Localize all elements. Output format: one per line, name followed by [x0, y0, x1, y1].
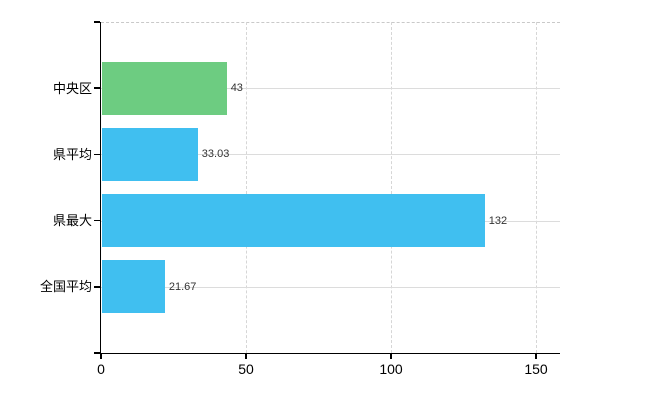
- y-axis-tick: [93, 153, 100, 156]
- category-label: 全国平均: [39, 279, 92, 295]
- y-axis-tick: [93, 21, 100, 23]
- category-label: 県最大: [52, 213, 92, 229]
- x-axis-tick: [245, 353, 247, 359]
- horizontal-gridline: [101, 286, 560, 288]
- bar: [102, 127, 198, 181]
- bar: [102, 61, 227, 115]
- bar: [102, 260, 165, 314]
- x-axis-tick: [390, 353, 392, 359]
- vertical-gridline: [391, 22, 392, 353]
- x-axis-tick: [535, 353, 537, 359]
- y-axis-tick: [93, 87, 100, 89]
- y-axis-tick: [93, 352, 100, 354]
- bar-value-label: 132: [488, 214, 508, 227]
- x-axis-tick-label: 0: [97, 361, 105, 377]
- bar-value-label: 21.67: [168, 280, 197, 293]
- plot-top-border: [101, 22, 560, 23]
- bar-value-label: 43: [230, 82, 243, 95]
- y-axis-tick: [93, 219, 100, 222]
- category-label: 県平均: [52, 146, 92, 162]
- y-axis: [99, 22, 101, 353]
- x-axis: [101, 352, 560, 354]
- horizontal-gridline: [101, 88, 560, 90]
- vertical-gridline: [536, 22, 537, 353]
- x-axis-tick-label: 100: [379, 361, 403, 377]
- y-axis-tick: [93, 286, 100, 288]
- horizontal-gridline: [101, 154, 560, 156]
- bar-value-label: 33.03: [201, 148, 230, 161]
- vertical-gridline: [246, 22, 247, 353]
- x-axis-tick: [100, 353, 102, 359]
- x-axis-tick-label: 150: [524, 361, 548, 377]
- x-axis-tick-label: 50: [238, 361, 254, 377]
- bar: [102, 194, 485, 248]
- category-label: 中央区: [52, 80, 92, 96]
